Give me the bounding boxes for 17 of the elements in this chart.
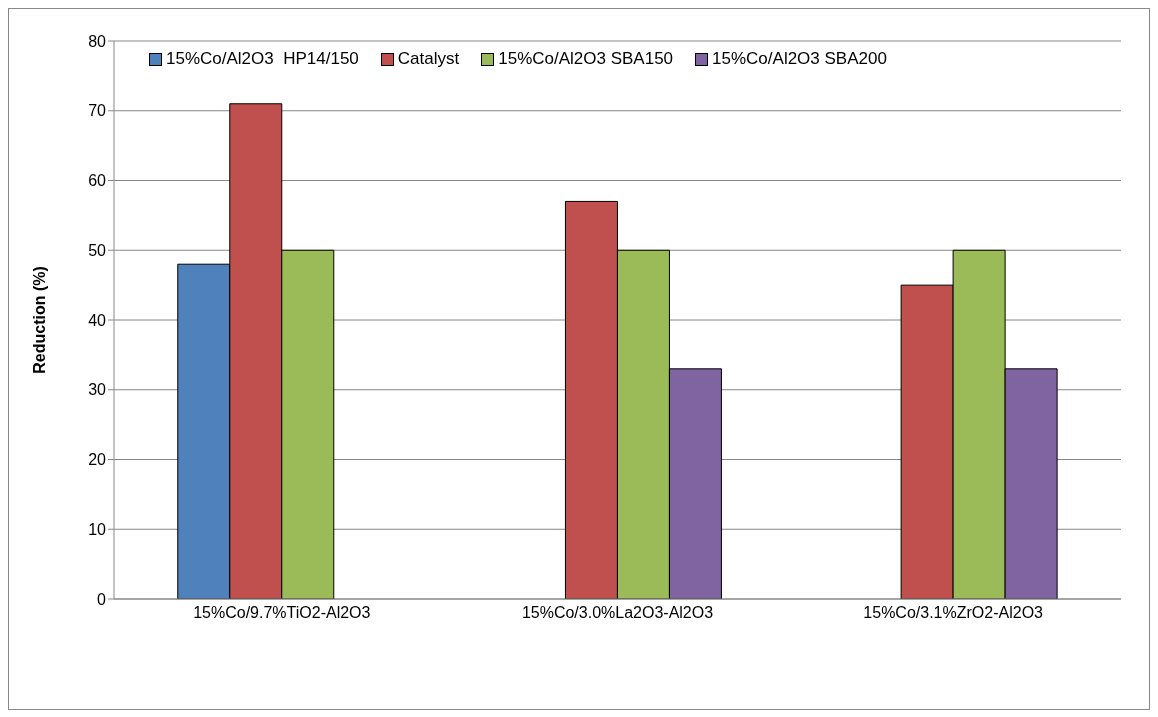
y-tick-label: 70	[88, 102, 107, 120]
y-tick-label: 80	[88, 32, 107, 50]
y-tick-label: 0	[97, 590, 107, 608]
legend-label: 15%Co/Al2O3 HP14/150	[166, 49, 359, 69]
x-tick-label: 15%Co/9.7%TiO2-Al2O3	[193, 604, 371, 622]
y-axis-title: Reduction (%)	[30, 266, 48, 374]
y-tick-label: 20	[88, 451, 107, 469]
legend-label: Catalyst	[397, 49, 460, 69]
legend-label: 15%Co/Al2O3 SBA200	[712, 49, 887, 69]
y-tick-label: 50	[88, 241, 107, 259]
y-tick-label: 30	[88, 381, 107, 399]
x-tick-label: 15%Co/3.1%ZrO2-Al2O3	[863, 604, 1044, 622]
x-tick-label: 15%Co/3.0%La2O3-Al2O3	[521, 604, 714, 622]
legend-label: 15%Co/Al2O3 SBA150	[498, 49, 674, 69]
y-tick-label: 40	[88, 311, 107, 329]
y-tick-label: 10	[88, 520, 107, 538]
y-tick-label: 60	[88, 172, 107, 190]
